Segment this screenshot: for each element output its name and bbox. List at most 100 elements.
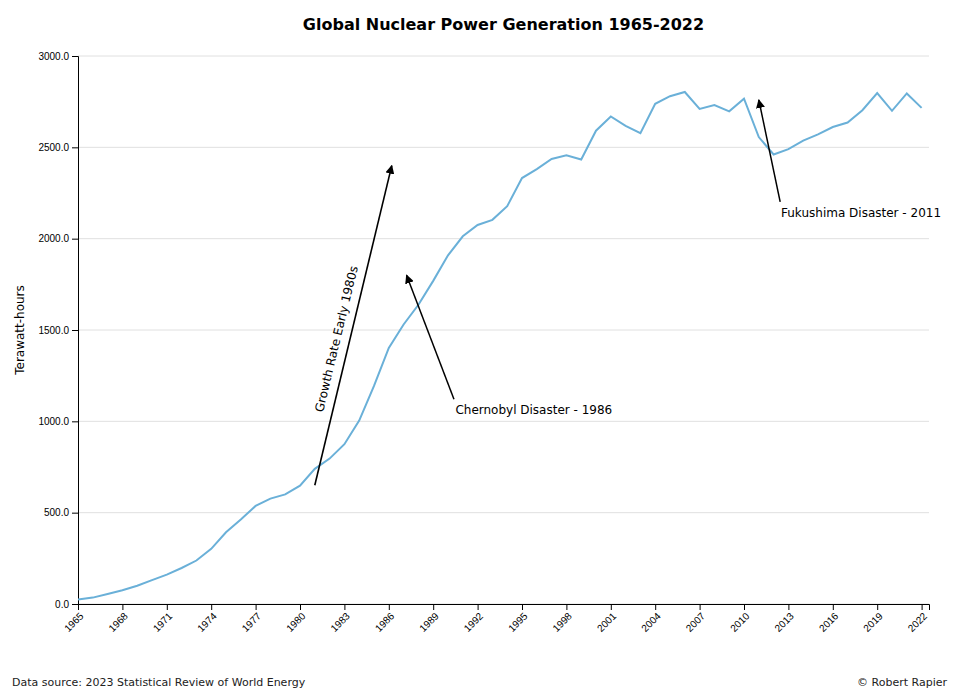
y-tick-mark — [72, 421, 78, 422]
x-tick-label: 2010 — [728, 610, 752, 634]
x-axis-line — [79, 605, 930, 611]
y-tick-label: 3000.0 — [38, 51, 69, 62]
grid-line — [78, 56, 929, 57]
y-tick-label: 1500.0 — [38, 325, 69, 336]
x-tick: 2013 — [772, 604, 796, 634]
x-tick: 1983 — [328, 604, 352, 634]
copyright-note: © Robert Rapier — [857, 676, 947, 689]
y-tick-mark — [72, 239, 78, 240]
annotation-arrow — [759, 100, 780, 202]
y-tick: 3000.0 — [38, 51, 78, 62]
x-tick: 2016 — [817, 604, 841, 634]
grid — [78, 56, 929, 604]
x-tick: 1968 — [106, 604, 130, 634]
x-tick: 2022 — [906, 604, 930, 634]
y-tick: 0.0 — [55, 599, 78, 610]
x-tick-mark — [389, 604, 390, 610]
y-tick: 2000.0 — [38, 233, 78, 244]
x-tick-label: 2016 — [817, 610, 841, 634]
grid-line — [78, 330, 929, 331]
x-tick: 1998 — [550, 604, 574, 634]
x-tick-label: 1968 — [106, 610, 130, 634]
x-tick-mark — [700, 604, 701, 610]
x-tick-mark — [522, 604, 523, 610]
y-axis: 0.0 500.0 1000.0 1500.0 2000.0 2500.0 3000.0 — [38, 51, 78, 610]
annotation-text: Growth Rate Early 1980s — [312, 265, 361, 414]
y-tick-label: 2500.0 — [38, 142, 69, 153]
x-tick-mark — [655, 604, 656, 610]
x-tick-mark — [167, 604, 168, 610]
plot-area: 0.0 500.0 1000.0 1500.0 2000.0 2500.0 3000.0 19… — [38, 51, 941, 634]
x-tick: 1974 — [195, 604, 219, 634]
x-tick: 1995 — [506, 604, 530, 634]
grid-line — [78, 512, 929, 513]
x-tick-label: 1983 — [328, 610, 352, 634]
chart: 0.0 500.0 1000.0 1500.0 2000.0 2500.0 3000.0 19… — [0, 0, 959, 696]
y-tick-label: 0.0 — [55, 599, 69, 610]
x-tick-label: 2004 — [639, 610, 663, 634]
y-tick-mark — [72, 604, 78, 605]
x-tick: 2004 — [639, 604, 663, 634]
grid-line — [78, 238, 929, 239]
x-tick: 2007 — [684, 604, 708, 634]
y-tick: 2500.0 — [38, 142, 78, 153]
x-tick-label: 1989 — [417, 610, 441, 634]
y-axis-line — [72, 57, 79, 605]
y-tick-mark — [72, 147, 78, 148]
x-tick-label: 2007 — [684, 610, 708, 634]
x-tick-label: 1965 — [62, 610, 86, 634]
grid-line — [78, 421, 929, 422]
x-axis: 1965 1968 1971 1974 1977 1980 1983 1986 1989 1992… — [62, 604, 929, 634]
y-tick: 1000.0 — [38, 416, 78, 427]
x-tick-mark — [300, 604, 301, 610]
x-tick-label: 2019 — [861, 610, 885, 634]
x-tick-label: 1974 — [195, 610, 219, 634]
y-tick-label: 2000.0 — [38, 233, 69, 244]
x-tick-mark — [122, 604, 123, 610]
x-tick: 1977 — [240, 604, 264, 634]
x-tick: 1965 — [62, 604, 86, 634]
y-axis-title: Terawatt-hours — [13, 285, 27, 376]
x-tick-label: 1995 — [506, 610, 530, 634]
annotation-text: Chernobyl Disaster - 1986 — [455, 403, 612, 417]
x-tick-mark — [877, 604, 878, 610]
x-tick-label: 1980 — [284, 610, 308, 634]
source-note: Data source: 2023 Statistical Review of … — [12, 676, 306, 689]
x-tick: 2001 — [595, 604, 619, 634]
x-tick-mark — [744, 604, 745, 610]
x-tick-label: 1977 — [240, 610, 264, 634]
x-tick: 1986 — [373, 604, 397, 634]
x-tick: 2010 — [728, 604, 752, 634]
x-tick: 2019 — [861, 604, 885, 634]
annotation-arrow — [407, 275, 454, 399]
x-tick-mark — [433, 604, 434, 610]
x-tick-label: 1986 — [373, 610, 397, 634]
x-tick-label: 2022 — [906, 610, 930, 634]
x-tick-mark — [788, 604, 789, 610]
x-tick-mark — [344, 604, 345, 610]
y-tick-mark — [72, 56, 78, 57]
y-tick: 500.0 — [44, 507, 78, 518]
grid-line — [78, 147, 929, 148]
x-tick: 1989 — [417, 604, 441, 634]
y-tick-label: 1000.0 — [38, 416, 69, 427]
x-tick-mark — [256, 604, 257, 610]
x-tick-mark — [833, 604, 834, 610]
x-tick: 1980 — [284, 604, 308, 634]
line — [78, 92, 922, 600]
x-tick-mark — [478, 604, 479, 610]
annotation-text: Fukushima Disaster - 2011 — [781, 206, 941, 220]
x-tick-mark — [922, 604, 923, 610]
x-tick-mark — [566, 604, 567, 610]
x-tick-label: 1971 — [151, 610, 175, 634]
x-tick: 1971 — [151, 604, 175, 634]
x-tick-mark — [78, 604, 79, 610]
x-tick-mark — [611, 604, 612, 610]
x-tick-label: 1998 — [550, 610, 574, 634]
annotations: Growth Rate Early 1980s Chernobyl Disaste… — [312, 100, 941, 485]
y-tick-label: 500.0 — [44, 507, 69, 518]
x-tick-label: 1992 — [462, 610, 486, 634]
title: Global Nuclear Power Generation 1965-202… — [303, 15, 704, 34]
y-tick-mark — [72, 330, 78, 331]
series — [78, 92, 922, 600]
